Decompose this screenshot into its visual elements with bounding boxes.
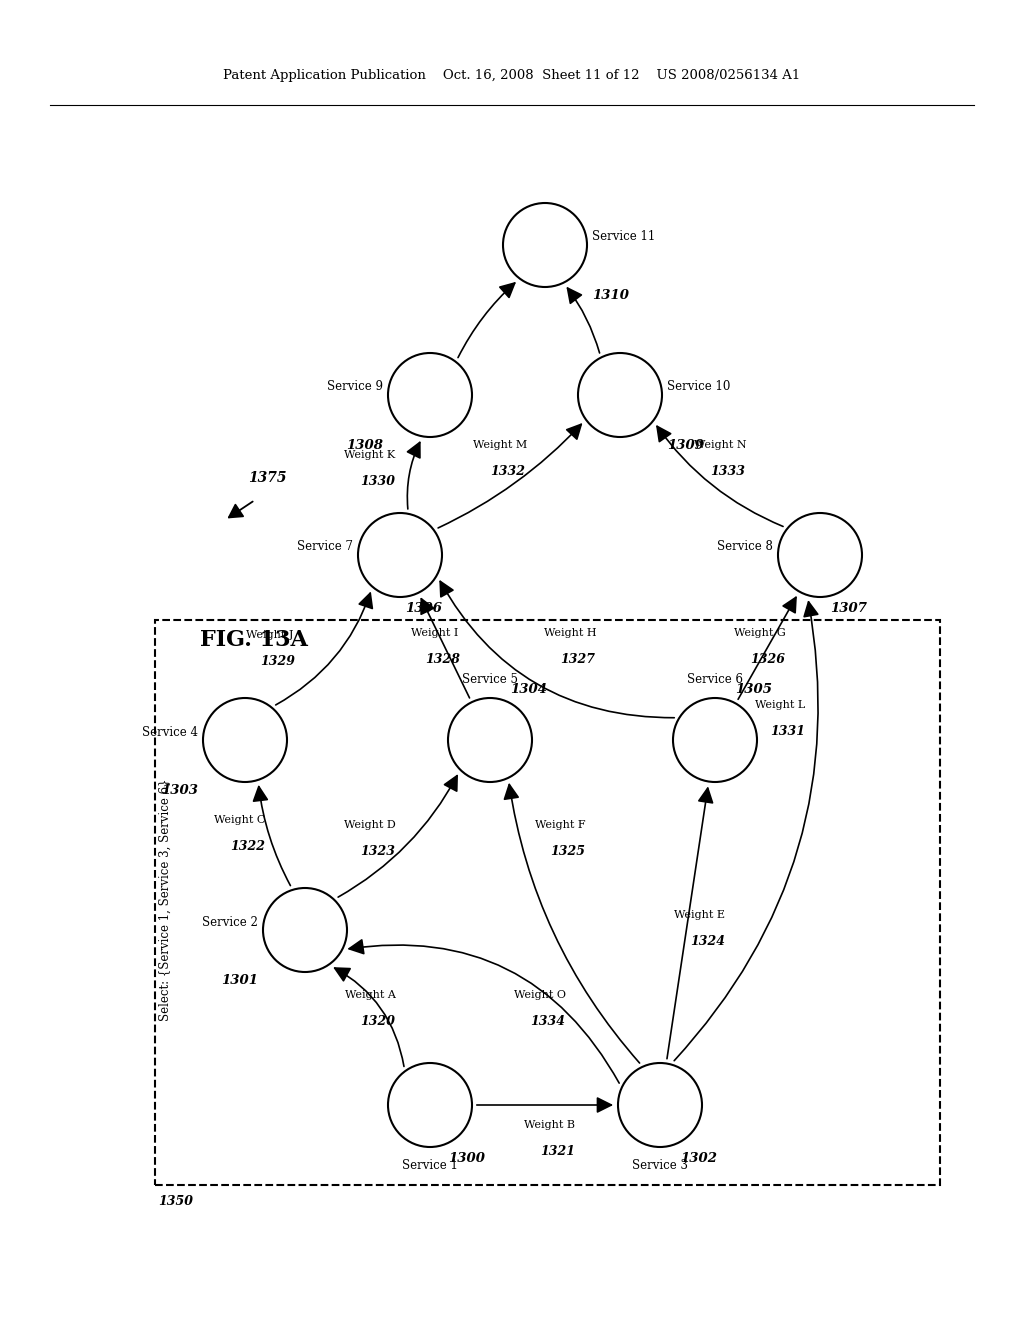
Bar xyxy=(155,620,940,1185)
Text: 1334: 1334 xyxy=(530,1015,565,1028)
Text: Service 5: Service 5 xyxy=(462,673,518,686)
Circle shape xyxy=(358,513,442,597)
Text: Weight L: Weight L xyxy=(755,700,805,710)
Circle shape xyxy=(673,698,757,781)
FancyArrowPatch shape xyxy=(338,776,457,898)
Text: 1305: 1305 xyxy=(735,682,772,696)
Text: Service 8: Service 8 xyxy=(717,540,773,553)
Text: Weight B: Weight B xyxy=(524,1119,575,1130)
Circle shape xyxy=(203,698,287,781)
Text: 1323: 1323 xyxy=(360,845,395,858)
Text: 1328: 1328 xyxy=(426,653,461,667)
Text: FIG. 13A: FIG. 13A xyxy=(200,630,308,651)
Text: 1375: 1375 xyxy=(248,471,287,484)
FancyArrowPatch shape xyxy=(254,787,291,886)
Text: 1326: 1326 xyxy=(751,653,785,667)
FancyArrowPatch shape xyxy=(335,968,404,1067)
Text: 1350: 1350 xyxy=(158,1195,193,1208)
Text: 1310: 1310 xyxy=(592,289,629,302)
FancyArrowPatch shape xyxy=(228,502,253,517)
FancyArrowPatch shape xyxy=(505,784,640,1063)
Text: Weight G: Weight G xyxy=(734,628,785,638)
Text: 1309: 1309 xyxy=(667,440,705,451)
Text: Service 7: Service 7 xyxy=(297,540,353,553)
Text: 1306: 1306 xyxy=(406,602,442,615)
Text: Weight D: Weight D xyxy=(344,820,396,830)
Circle shape xyxy=(578,352,662,437)
Circle shape xyxy=(388,1063,472,1147)
Text: Service 3: Service 3 xyxy=(632,1159,688,1172)
FancyArrowPatch shape xyxy=(458,282,515,358)
Text: 1330: 1330 xyxy=(360,475,395,488)
Text: Weight E: Weight E xyxy=(675,909,725,920)
Text: Weight I: Weight I xyxy=(412,628,459,638)
FancyArrowPatch shape xyxy=(738,598,796,700)
Text: 1320: 1320 xyxy=(360,1015,395,1028)
Text: 1300: 1300 xyxy=(449,1152,485,1166)
Text: Weight K: Weight K xyxy=(344,450,395,459)
Text: 1332: 1332 xyxy=(490,465,525,478)
Text: 1331: 1331 xyxy=(770,725,806,738)
Text: Service 4: Service 4 xyxy=(142,726,198,738)
Text: 1321: 1321 xyxy=(541,1144,575,1158)
Text: Service 2: Service 2 xyxy=(202,916,258,928)
Text: 1301: 1301 xyxy=(221,974,258,987)
Text: Weight N: Weight N xyxy=(693,440,746,450)
FancyArrowPatch shape xyxy=(657,426,783,527)
Text: Patent Application Publication    Oct. 16, 2008  Sheet 11 of 12    US 2008/02561: Patent Application Publication Oct. 16, … xyxy=(223,69,801,82)
Text: 1329: 1329 xyxy=(260,655,296,668)
FancyArrowPatch shape xyxy=(438,424,582,528)
Text: Service 9: Service 9 xyxy=(327,380,383,393)
Text: 1325: 1325 xyxy=(551,845,586,858)
Circle shape xyxy=(449,698,532,781)
Circle shape xyxy=(388,352,472,437)
Circle shape xyxy=(618,1063,702,1147)
Text: Service 1: Service 1 xyxy=(402,1159,458,1172)
Text: Weight M: Weight M xyxy=(473,440,527,450)
Text: 1333: 1333 xyxy=(711,465,745,478)
Text: Weight O: Weight O xyxy=(514,990,566,1001)
Text: 1303: 1303 xyxy=(161,784,198,797)
Text: Service 6: Service 6 xyxy=(687,673,743,686)
FancyArrowPatch shape xyxy=(275,593,373,705)
Text: Weight A: Weight A xyxy=(344,990,395,1001)
Text: Weight C: Weight C xyxy=(214,814,265,825)
FancyArrowPatch shape xyxy=(667,788,713,1059)
FancyArrowPatch shape xyxy=(421,599,470,698)
Text: 1308: 1308 xyxy=(346,440,383,451)
Text: Service 11: Service 11 xyxy=(592,231,655,243)
FancyArrowPatch shape xyxy=(408,442,420,510)
Circle shape xyxy=(778,513,862,597)
Text: 1322: 1322 xyxy=(230,840,265,853)
Text: Weight H: Weight H xyxy=(544,628,596,638)
Text: 1324: 1324 xyxy=(690,935,725,948)
FancyArrowPatch shape xyxy=(567,288,600,352)
Text: 1327: 1327 xyxy=(560,653,596,667)
Text: Select: {Service 1, Service 3, Service 6}: Select: {Service 1, Service 3, Service 6… xyxy=(159,779,171,1022)
Text: 1307: 1307 xyxy=(830,602,867,615)
Text: 1302: 1302 xyxy=(680,1152,717,1166)
FancyArrowPatch shape xyxy=(440,581,674,718)
Text: 1304: 1304 xyxy=(510,682,547,696)
Text: Service 10: Service 10 xyxy=(667,380,730,393)
Text: Weight F: Weight F xyxy=(535,820,586,830)
FancyArrowPatch shape xyxy=(674,602,818,1061)
Circle shape xyxy=(503,203,587,286)
Text: Weight J: Weight J xyxy=(246,630,294,640)
FancyArrowPatch shape xyxy=(477,1098,611,1111)
FancyArrowPatch shape xyxy=(349,940,620,1084)
Circle shape xyxy=(263,888,347,972)
